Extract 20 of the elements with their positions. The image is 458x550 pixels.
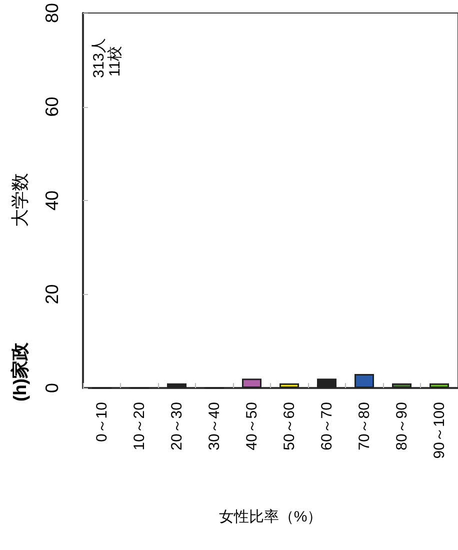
x-tick-label: 50～60: [280, 402, 298, 450]
x-tick-label: 20～30: [168, 402, 186, 450]
x-tick-label: 60～70: [318, 402, 336, 450]
y-tick-label: 40: [42, 190, 62, 211]
x-tick-label: 40～50: [243, 402, 260, 450]
text: (h)家政: [10, 342, 30, 402]
x-tick-label: 80～90: [393, 402, 410, 450]
annotation: 11校: [106, 46, 124, 77]
y-tick-label: 0: [42, 382, 62, 394]
y-tick-label: 80: [42, 2, 62, 24]
x-tick-label: 90～100: [430, 402, 448, 459]
x-tick-label: 30～40: [206, 402, 223, 450]
y-axis-title: 大学数: [10, 173, 30, 227]
x-tick-label: 70～80: [356, 402, 373, 450]
annotation: 313人: [90, 38, 108, 78]
x-axis-title: 女性比率（%）: [218, 508, 322, 526]
x-tick-label: 0～10: [93, 402, 110, 442]
x-tick-label: 10～20: [130, 402, 148, 450]
y-tick-label: 20: [42, 284, 62, 304]
y-tick-label: 60: [42, 96, 62, 117]
